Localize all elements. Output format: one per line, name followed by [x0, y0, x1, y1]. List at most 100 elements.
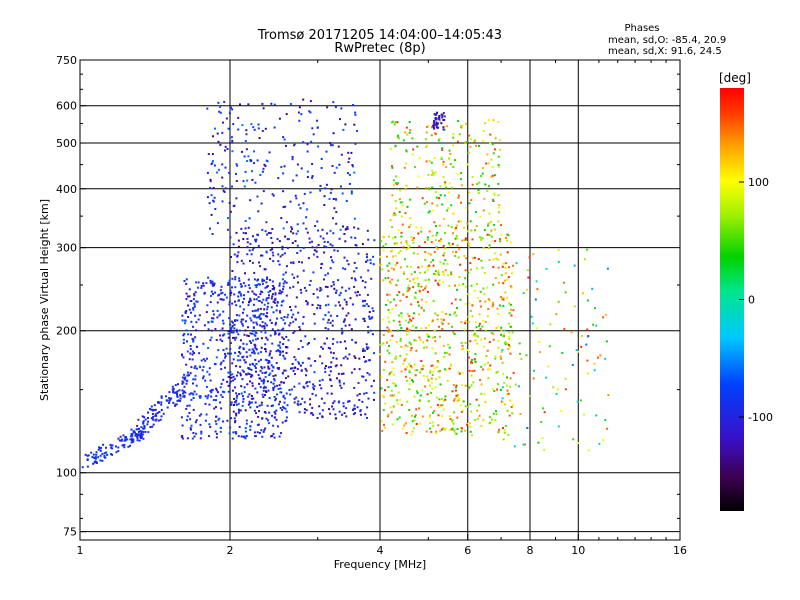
data-point — [259, 324, 262, 327]
data-point — [329, 142, 332, 144]
data-point — [457, 220, 460, 223]
data-point — [365, 360, 368, 363]
data-point — [209, 379, 212, 382]
data-point — [316, 220, 319, 223]
data-point — [459, 263, 462, 266]
data-point — [284, 377, 287, 380]
x-tick-label: 8 — [527, 544, 534, 557]
data-point — [461, 344, 464, 347]
data-point — [281, 290, 284, 293]
data-point — [279, 292, 282, 295]
data-point — [191, 353, 194, 356]
data-point — [526, 427, 529, 429]
data-point — [259, 174, 262, 176]
data-point — [235, 412, 238, 415]
data-point — [388, 293, 391, 296]
data-point — [361, 375, 364, 378]
data-point — [243, 155, 246, 158]
data-point — [278, 263, 281, 266]
data-point — [236, 164, 239, 167]
data-point — [212, 200, 215, 203]
data-point — [260, 254, 262, 257]
data-point — [484, 401, 487, 404]
data-point — [263, 279, 265, 282]
data-point — [240, 318, 243, 321]
data-point — [248, 249, 251, 252]
data-point — [296, 275, 299, 278]
data-point — [512, 264, 514, 267]
data-point — [185, 382, 188, 385]
data-point — [389, 219, 392, 222]
data-point — [146, 423, 149, 426]
data-point — [249, 363, 252, 366]
data-point — [564, 388, 567, 391]
data-point — [393, 394, 396, 397]
data-point — [455, 384, 458, 387]
data-point — [97, 448, 100, 451]
data-point — [246, 253, 249, 256]
data-point — [425, 186, 428, 189]
data-point — [265, 350, 267, 353]
data-point — [234, 420, 237, 422]
data-point — [245, 129, 248, 132]
data-point — [409, 217, 412, 220]
data-point — [386, 415, 389, 418]
data-point — [475, 398, 478, 401]
data-point — [469, 403, 472, 406]
data-point — [367, 346, 370, 349]
data-point — [363, 320, 366, 323]
data-point — [403, 166, 406, 169]
colorbar-tick-label: 100 — [748, 176, 769, 189]
data-point — [243, 185, 246, 188]
data-point — [122, 434, 125, 437]
data-point — [395, 341, 398, 343]
data-point — [244, 329, 247, 332]
data-point — [260, 401, 263, 404]
data-point — [136, 439, 139, 442]
data-point — [508, 312, 511, 315]
data-point — [354, 113, 357, 116]
data-point — [198, 365, 201, 368]
data-point — [180, 416, 183, 419]
data-point — [257, 415, 260, 418]
data-point — [229, 210, 232, 213]
data-point — [442, 112, 445, 115]
data-point — [435, 234, 438, 237]
data-point — [437, 273, 440, 276]
data-point — [150, 408, 153, 411]
data-point — [509, 399, 512, 402]
data-point — [433, 409, 436, 412]
data-point — [262, 430, 265, 433]
data-point — [278, 282, 281, 285]
data-point — [365, 346, 368, 349]
data-point — [573, 264, 576, 267]
data-point — [389, 371, 392, 374]
data-point — [293, 401, 296, 404]
data-point — [394, 200, 397, 202]
data-point — [168, 391, 171, 394]
data-point — [231, 373, 234, 376]
data-point — [297, 400, 300, 403]
data-point — [413, 281, 416, 284]
data-point — [392, 237, 395, 240]
data-point — [222, 322, 225, 325]
data-point — [533, 369, 535, 372]
data-point — [308, 241, 311, 244]
data-point — [447, 224, 450, 227]
data-point — [181, 376, 184, 379]
data-point — [260, 404, 263, 406]
data-point — [260, 346, 263, 349]
data-point — [440, 428, 443, 431]
data-point — [446, 379, 449, 382]
data-point — [437, 361, 440, 364]
data-point — [249, 354, 252, 357]
data-point — [191, 437, 194, 440]
data-point — [331, 244, 334, 247]
data-point — [206, 397, 209, 400]
data-point — [237, 299, 240, 302]
data-point — [273, 379, 276, 382]
data-point — [437, 405, 440, 408]
data-point — [273, 126, 276, 129]
data-point — [202, 375, 205, 378]
data-point — [345, 200, 348, 202]
